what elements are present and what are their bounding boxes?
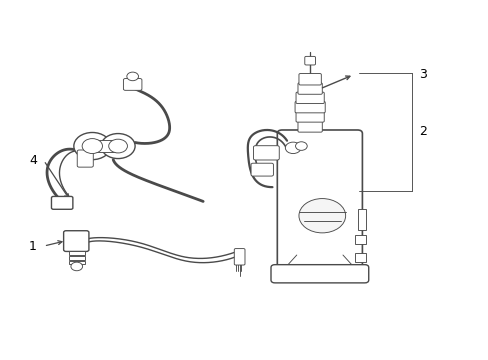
FancyBboxPatch shape xyxy=(294,102,325,113)
FancyBboxPatch shape xyxy=(277,130,362,273)
FancyBboxPatch shape xyxy=(250,163,273,176)
Circle shape xyxy=(74,132,111,159)
FancyBboxPatch shape xyxy=(304,57,315,65)
Text: 2: 2 xyxy=(419,125,427,138)
Text: 4: 4 xyxy=(29,154,37,167)
Bar xyxy=(92,140,118,153)
FancyBboxPatch shape xyxy=(234,249,244,265)
FancyBboxPatch shape xyxy=(297,83,322,94)
Circle shape xyxy=(295,142,306,150)
Circle shape xyxy=(101,134,135,158)
Circle shape xyxy=(285,142,300,154)
Bar xyxy=(354,235,365,244)
FancyBboxPatch shape xyxy=(295,92,324,104)
FancyBboxPatch shape xyxy=(77,150,93,167)
Bar xyxy=(354,253,365,262)
FancyBboxPatch shape xyxy=(295,111,324,122)
FancyBboxPatch shape xyxy=(298,73,321,85)
Circle shape xyxy=(82,139,102,153)
FancyBboxPatch shape xyxy=(270,265,368,283)
Bar xyxy=(69,261,84,264)
Bar xyxy=(69,256,84,260)
FancyBboxPatch shape xyxy=(51,197,73,209)
Text: 3: 3 xyxy=(419,68,427,81)
Circle shape xyxy=(71,262,82,271)
Text: 1: 1 xyxy=(29,240,37,253)
FancyBboxPatch shape xyxy=(297,120,322,132)
FancyBboxPatch shape xyxy=(253,146,279,160)
FancyBboxPatch shape xyxy=(123,78,142,90)
Circle shape xyxy=(108,139,127,153)
Circle shape xyxy=(126,72,138,81)
Bar xyxy=(69,251,84,255)
Bar xyxy=(357,208,366,230)
FancyBboxPatch shape xyxy=(63,231,89,251)
Circle shape xyxy=(298,199,345,233)
